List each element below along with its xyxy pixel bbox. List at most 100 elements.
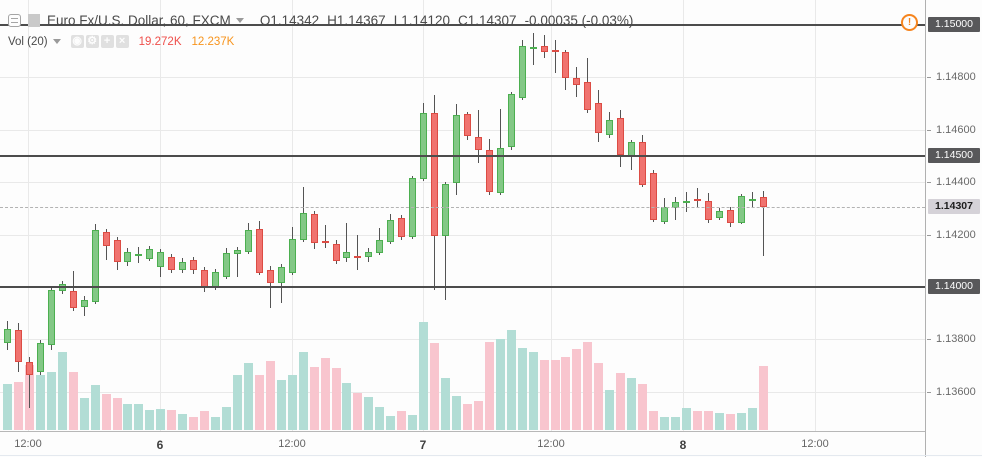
candle-body <box>365 252 372 257</box>
volume-bar <box>737 413 746 430</box>
burger-menu-icon[interactable] <box>8 14 21 27</box>
vertical-gridline <box>292 0 293 431</box>
change-value: -0.00035 (-0.03%) <box>524 13 634 28</box>
candle-body <box>234 250 241 254</box>
candle-wick <box>237 247 238 277</box>
volume-bar <box>233 375 242 430</box>
candle-body <box>4 329 11 343</box>
volume-bar <box>69 372 78 430</box>
volume-bar <box>704 411 713 430</box>
candle-body <box>606 120 613 135</box>
alert-icon[interactable]: ! <box>901 14 918 31</box>
time-tick-label: 8 <box>679 438 687 452</box>
candle-wick <box>697 188 698 208</box>
volume-bar <box>222 407 231 430</box>
candle-body <box>738 196 745 223</box>
candle-body <box>48 290 55 345</box>
candle-body <box>267 270 274 283</box>
candle-body <box>311 214 318 243</box>
current-price-line <box>0 207 925 208</box>
chart-plot-area[interactable] <box>0 0 925 431</box>
volume-bar <box>113 398 122 430</box>
candle-body <box>190 260 197 270</box>
volume-indicator-label[interactable]: Vol (20) <box>8 35 48 48</box>
close-icon[interactable]: × <box>115 35 129 48</box>
volume-bar <box>605 390 614 430</box>
volume-bar <box>299 352 308 430</box>
flag-icon[interactable] <box>28 14 40 27</box>
volume-bar <box>353 393 362 430</box>
volume-bar <box>321 358 330 430</box>
candle-body <box>497 148 504 193</box>
volume-bar <box>167 410 176 430</box>
candle-body <box>168 257 175 270</box>
volume-bar <box>660 417 669 430</box>
chevron-down-icon[interactable] <box>235 18 244 23</box>
candle-body <box>595 103 602 133</box>
candle-body <box>420 113 427 179</box>
price-tick <box>927 339 931 340</box>
candle-body <box>552 50 559 52</box>
price-axis[interactable]: 1.14800 1.14600 1.14400 1.14200 1.13800 1.136… <box>925 0 982 457</box>
volume-bar <box>386 416 395 430</box>
volume-bar <box>496 339 505 430</box>
symbol-title[interactable]: Euro Fx/U.S. Dollar, 60, FXCM <box>47 13 231 28</box>
candle-body <box>639 142 646 185</box>
candle-body <box>157 252 164 267</box>
volume-indicator-row: Vol (20) ◉ ⚙ + × 19.272K 12.237K <box>8 35 234 48</box>
horizontal-gridline <box>0 77 925 78</box>
volume-bar <box>463 404 472 430</box>
volume-bar <box>671 417 680 430</box>
candle-body <box>617 118 624 155</box>
candle-body <box>26 362 33 375</box>
vertical-gridline <box>815 0 816 431</box>
volume-bar <box>266 361 275 430</box>
volume-bar <box>715 413 724 430</box>
candle-body <box>398 218 405 237</box>
candle-body <box>508 94 515 147</box>
volume-bar <box>375 407 384 430</box>
volume-bar <box>561 357 570 430</box>
volume-bar <box>529 352 538 430</box>
horizontal-gridline <box>0 235 925 236</box>
horizontal-gridline <box>0 339 925 340</box>
candle-body <box>92 230 99 302</box>
volume-bar <box>682 408 691 430</box>
candle-body <box>70 291 77 308</box>
price-tick-label: 1.14400 <box>936 176 976 188</box>
volume-bar <box>3 384 12 430</box>
settings-icon[interactable]: ⚙ <box>85 35 99 48</box>
price-level-line[interactable] <box>0 24 925 26</box>
visibility-icon[interactable]: ◉ <box>70 35 84 48</box>
candle-body <box>343 252 350 258</box>
vertical-gridline <box>683 0 684 431</box>
candle-body <box>519 46 526 98</box>
volume-bar <box>364 397 373 430</box>
volume-bar <box>759 366 768 430</box>
volume-bar <box>200 411 209 430</box>
indicator-controls: ◉ ⚙ + × <box>69 35 129 48</box>
price-tick-label: 1.14200 <box>936 229 976 241</box>
price-level-line[interactable] <box>0 155 925 157</box>
candle-wick <box>478 110 479 163</box>
price-level-badge: 1.14500 <box>928 148 980 163</box>
plus-icon[interactable]: + <box>100 35 114 48</box>
volume-bar <box>583 342 592 430</box>
symbol-row: Euro Fx/U.S. Dollar, 60, FXCM O1.14342 H1… <box>8 13 641 28</box>
volume-bar <box>518 348 527 430</box>
candle-body <box>114 240 121 262</box>
volume-bar <box>419 322 428 430</box>
chevron-down-icon[interactable] <box>52 39 61 44</box>
low-value: L1.14120 <box>393 13 450 28</box>
candle-body <box>103 232 110 246</box>
candle-body <box>300 213 307 240</box>
candle-body <box>278 267 285 283</box>
candle-body <box>650 173 657 220</box>
candle-wick <box>281 264 282 303</box>
price-level-badge: 1.14000 <box>928 279 980 294</box>
candle-body <box>464 114 471 136</box>
price-level-line[interactable] <box>0 286 925 288</box>
volume-bar <box>485 342 494 430</box>
ohlc-readout: O1.14342 H1.14367 L1.14120 C1.14307 -0.00035… <box>260 13 642 28</box>
time-axis[interactable]: 12:00 6 12:00 7 12:00 8 12:00 <box>0 431 925 457</box>
